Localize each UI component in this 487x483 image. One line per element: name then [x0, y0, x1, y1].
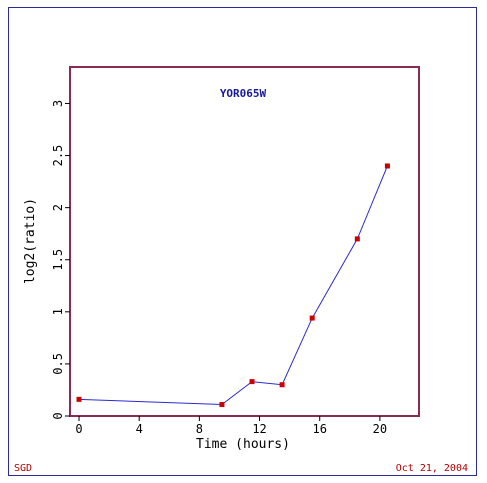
x-tick-label: 20 [373, 422, 387, 436]
x-axis-label: Time (hours) [196, 437, 290, 452]
plot-area [69, 66, 420, 417]
x-tick-label: 12 [252, 422, 266, 436]
y-tick-label: 1 [51, 308, 65, 315]
data-point [354, 236, 360, 242]
data-point [219, 402, 225, 408]
outer-frame [8, 7, 477, 476]
data-point [76, 396, 82, 402]
x-tick-label: 4 [136, 422, 143, 436]
y-tick-label: 1.5 [51, 249, 65, 271]
x-tick-label: 8 [196, 422, 203, 436]
data-series [76, 163, 390, 408]
y-axis-label: log2(ratio) [23, 198, 38, 284]
data-point [279, 382, 285, 388]
x-tick-label: 0 [75, 422, 82, 436]
y-tick-label: 3 [51, 100, 65, 107]
data-point [384, 163, 390, 169]
data-point [309, 315, 315, 321]
y-tick-label: 0 [51, 412, 65, 419]
y-tick-label: 2.5 [51, 145, 65, 167]
chart-title: YOR065W [220, 87, 267, 100]
x-tick-label: 16 [312, 422, 326, 436]
y-axis: 0 0.5 1 1.5 2 2.5 3 [51, 100, 70, 420]
y-tick-label: 0.5 [51, 353, 65, 375]
y-tick-label: 2 [51, 204, 65, 211]
x-axis: 0 4 8 12 16 20 [75, 416, 387, 436]
data-point [249, 379, 255, 385]
footer-source: SGD [14, 463, 32, 474]
footer-date: Oct 21, 2004 [396, 463, 468, 474]
